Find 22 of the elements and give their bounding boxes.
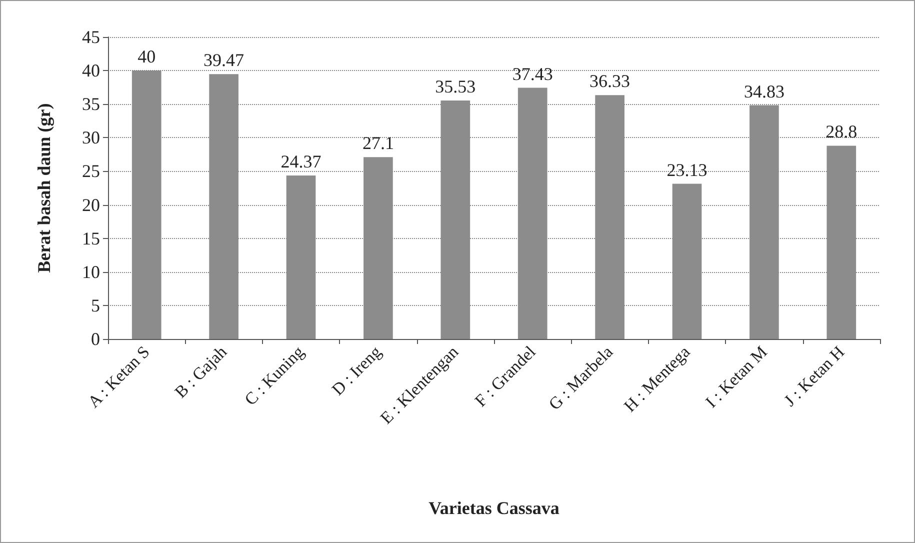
y-tick-label: 0 xyxy=(91,329,100,349)
y-tick-label: 15 xyxy=(82,228,100,248)
data-label: 35.53 xyxy=(435,76,476,97)
data-label: 39.47 xyxy=(204,50,244,70)
data-label: 34.83 xyxy=(744,81,784,102)
data-label: 24.37 xyxy=(280,151,322,172)
data-label: 23.13 xyxy=(666,160,708,180)
y-tick-label: 40 xyxy=(82,60,100,81)
y-tick-label: 20 xyxy=(82,194,100,215)
data-label: 28.8 xyxy=(826,122,858,142)
y-tick-label: 35 xyxy=(82,94,100,114)
data-label: 40 xyxy=(138,46,156,67)
data-label: 37.43 xyxy=(512,64,553,84)
y-tick-label: 30 xyxy=(82,128,100,148)
y-axis-title: Berat basah daun (gr) xyxy=(34,103,54,273)
data-label: 36.33 xyxy=(590,71,630,92)
x-axis-title: Varietas Cassava xyxy=(428,498,560,518)
data-label: 27.1 xyxy=(362,133,394,154)
y-tick-label: 10 xyxy=(82,262,100,282)
y-tick-label: 45 xyxy=(82,27,100,47)
y-tick-label: 25 xyxy=(82,161,100,182)
y-tick-label: 5 xyxy=(91,295,100,316)
